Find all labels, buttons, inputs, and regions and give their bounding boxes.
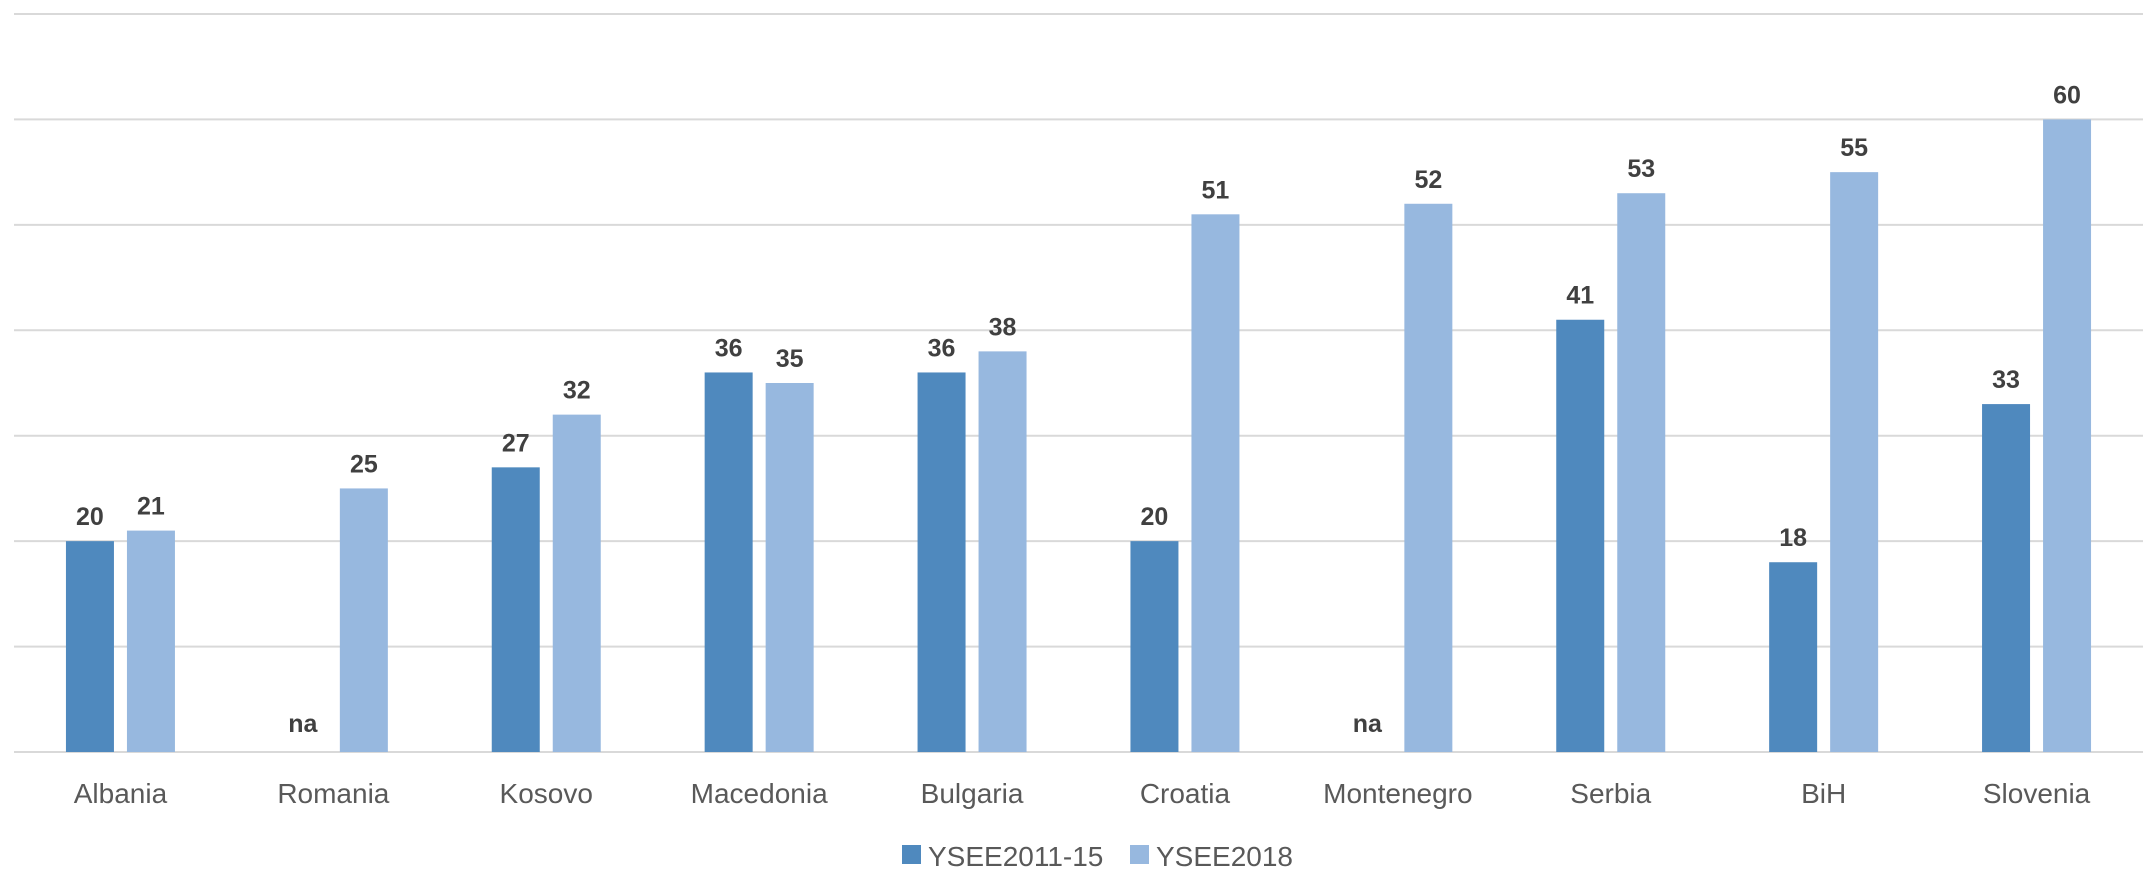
category-label: Kosovo <box>500 778 593 809</box>
data-label: 20 <box>76 503 104 531</box>
bar-ysee2018-bulgaria <box>978 351 1027 752</box>
bar-ysee2018-romania <box>339 488 388 752</box>
data-label: na <box>288 710 318 738</box>
data-label: 38 <box>989 313 1017 341</box>
bar-ysee2018-albania <box>126 530 175 752</box>
gridlines <box>14 13 2143 753</box>
bar-ysee2011-15-albania <box>65 541 114 752</box>
data-label: 18 <box>1779 524 1807 552</box>
data-label: 36 <box>928 334 956 362</box>
bar-ysee2011-15-bih <box>1769 562 1818 752</box>
data-label: 55 <box>1840 134 1868 162</box>
bars <box>65 119 2092 753</box>
bar-ysee2011-15-bulgaria <box>917 372 966 752</box>
category-label: Bulgaria <box>921 778 1024 809</box>
bar-ysee2018-serbia <box>1617 193 1666 752</box>
category-label: Slovenia <box>1983 778 2091 809</box>
data-label: na <box>1353 710 1383 738</box>
data-label: 52 <box>1414 166 1442 194</box>
category-labels: Albania Romania Kosovo Macedonia Bulgaria Cro… <box>74 778 2091 809</box>
category-label: Croatia <box>1140 778 1231 809</box>
data-label: 36 <box>715 334 743 362</box>
data-labels: 20 21 na 25 27 32 36 35 36 38 20 51 na 52 41 53 18 55 33 60 <box>76 81 2081 738</box>
legend: YSEE2011-15 YSEE2018 <box>902 841 1293 869</box>
category-label: Montenegro <box>1323 778 1472 809</box>
category-label: Albania <box>74 778 168 809</box>
legend-entry: YSEE2018 <box>1156 841 1293 869</box>
bar-ysee2011-15-croatia <box>1130 541 1179 752</box>
legend-swatch <box>1130 845 1149 864</box>
category-label: Romania <box>277 778 389 809</box>
data-label: 21 <box>137 493 165 521</box>
category-label: Macedonia <box>691 778 828 809</box>
data-label: 51 <box>1202 176 1230 204</box>
bar-ysee2011-15-macedonia <box>704 372 753 752</box>
legend-entry: YSEE2011-15 <box>928 841 1103 869</box>
bar-ysee2018-macedonia <box>765 383 814 752</box>
category-label: BiH <box>1801 778 1846 809</box>
bar-ysee2011-15-kosovo <box>491 467 540 752</box>
data-label: 41 <box>1566 282 1594 310</box>
category-label: Serbia <box>1570 778 1651 809</box>
bar-ysee2011-15-slovenia <box>1982 404 2031 752</box>
data-label: 33 <box>1992 366 2020 394</box>
data-label: 20 <box>1141 503 1169 531</box>
bar-ysee2018-slovenia <box>2043 119 2092 752</box>
legend-swatch <box>902 845 921 864</box>
data-label: 60 <box>2053 81 2081 109</box>
data-label: 35 <box>776 345 804 373</box>
data-label: 25 <box>350 450 378 478</box>
data-label: 53 <box>1627 155 1655 183</box>
bar-ysee2018-croatia <box>1191 214 1240 753</box>
bar-ysee2018-montenegro <box>1404 203 1453 752</box>
data-label: 32 <box>563 377 591 405</box>
bar-ysee2011-15-serbia <box>1556 319 1605 752</box>
bar-ysee2018-bih <box>1830 172 1879 753</box>
bar-ysee2018-kosovo <box>552 414 601 752</box>
data-label: 27 <box>502 429 530 457</box>
